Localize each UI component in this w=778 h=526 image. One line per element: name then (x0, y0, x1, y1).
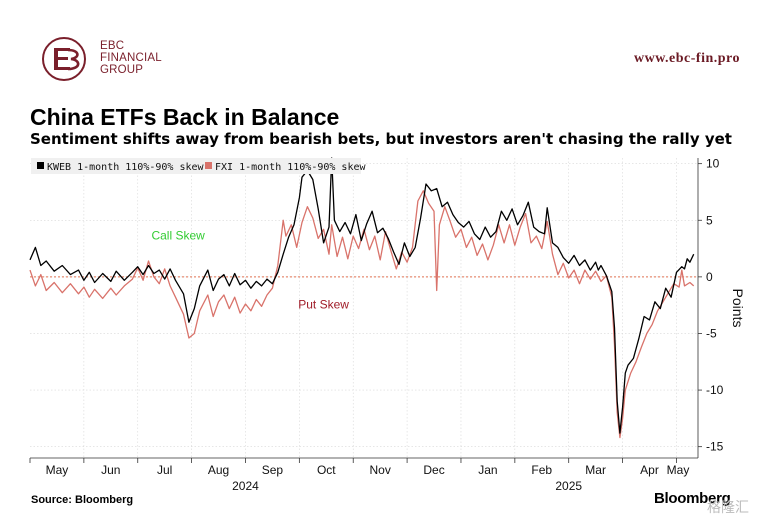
x-tick-label: Feb (531, 463, 552, 477)
legend-label: KWEB 1-month 110%-90% skew (47, 162, 205, 173)
year-label: 2024 (232, 479, 259, 493)
chart-title: China ETFs Back in Balance (30, 104, 340, 130)
y-tick-label: 0 (706, 270, 713, 284)
x-tick-label: May (46, 463, 69, 477)
x-tick-label: Oct (317, 463, 336, 477)
watermark: 格隆汇 (707, 500, 749, 516)
x-tick-label: Mar (585, 463, 606, 477)
y-tick-label: -10 (706, 383, 724, 397)
series-line-fxi (29, 190, 695, 439)
grid (30, 158, 698, 458)
annotations: Call Skew Put Skew (151, 229, 349, 312)
x-tick-label: Apr (640, 463, 659, 477)
bloomberg-logo: Bloomberg (654, 490, 731, 507)
chart-subtitle: Sentiment shifts away from bearish bets,… (30, 130, 732, 148)
legend-swatch (205, 162, 212, 169)
y-tick-label: 10 (706, 157, 720, 171)
x-tick-label: Nov (369, 463, 390, 477)
x-tick-label: Jan (478, 463, 497, 477)
legend: KWEB 1-month 110%-90% skew FXI 1-month 11… (31, 158, 366, 174)
legend-swatch (37, 162, 44, 169)
axes: 10 5 0 -5 -10 -15 May Jun Jul Aug Sep Oct Nov Dec Jan F… (29, 157, 746, 493)
ebc-logo-icon (42, 37, 86, 81)
logo-line-2: FINANCIAL (100, 52, 162, 64)
year-label: 2025 (555, 479, 582, 493)
y-tick-label: -5 (706, 326, 717, 340)
y-axis-label: Points (730, 289, 746, 328)
legend-label: FXI 1-month 110%-90% skew (215, 162, 366, 173)
x-tick-label: Jun (101, 463, 120, 477)
annotation-label: Put Skew (298, 298, 349, 312)
ebc-logo-text: EBC FINANCIAL GROUP (100, 40, 162, 76)
x-tick-label: Dec (423, 463, 444, 477)
series-line-kweb (29, 157, 695, 434)
ebc-logo: EBC FINANCIAL GROUP (40, 34, 180, 84)
x-tick-label: May (667, 463, 690, 477)
legend-background (31, 158, 361, 174)
source-note: Source: Bloomberg (31, 494, 134, 506)
annotation-label: Call Skew (151, 229, 205, 243)
y-tick-label: -15 (706, 440, 724, 454)
x-tick-label: Sep (262, 463, 284, 477)
y-tick-label: 5 (706, 213, 713, 227)
logo-line-3: GROUP (100, 64, 144, 76)
x-tick-label: Aug (208, 463, 229, 477)
website-link[interactable]: www.ebc-fin.pro (633, 51, 740, 66)
logo-line-1: EBC (100, 40, 125, 52)
x-tick-label: Jul (157, 463, 172, 477)
series-group (29, 157, 695, 439)
